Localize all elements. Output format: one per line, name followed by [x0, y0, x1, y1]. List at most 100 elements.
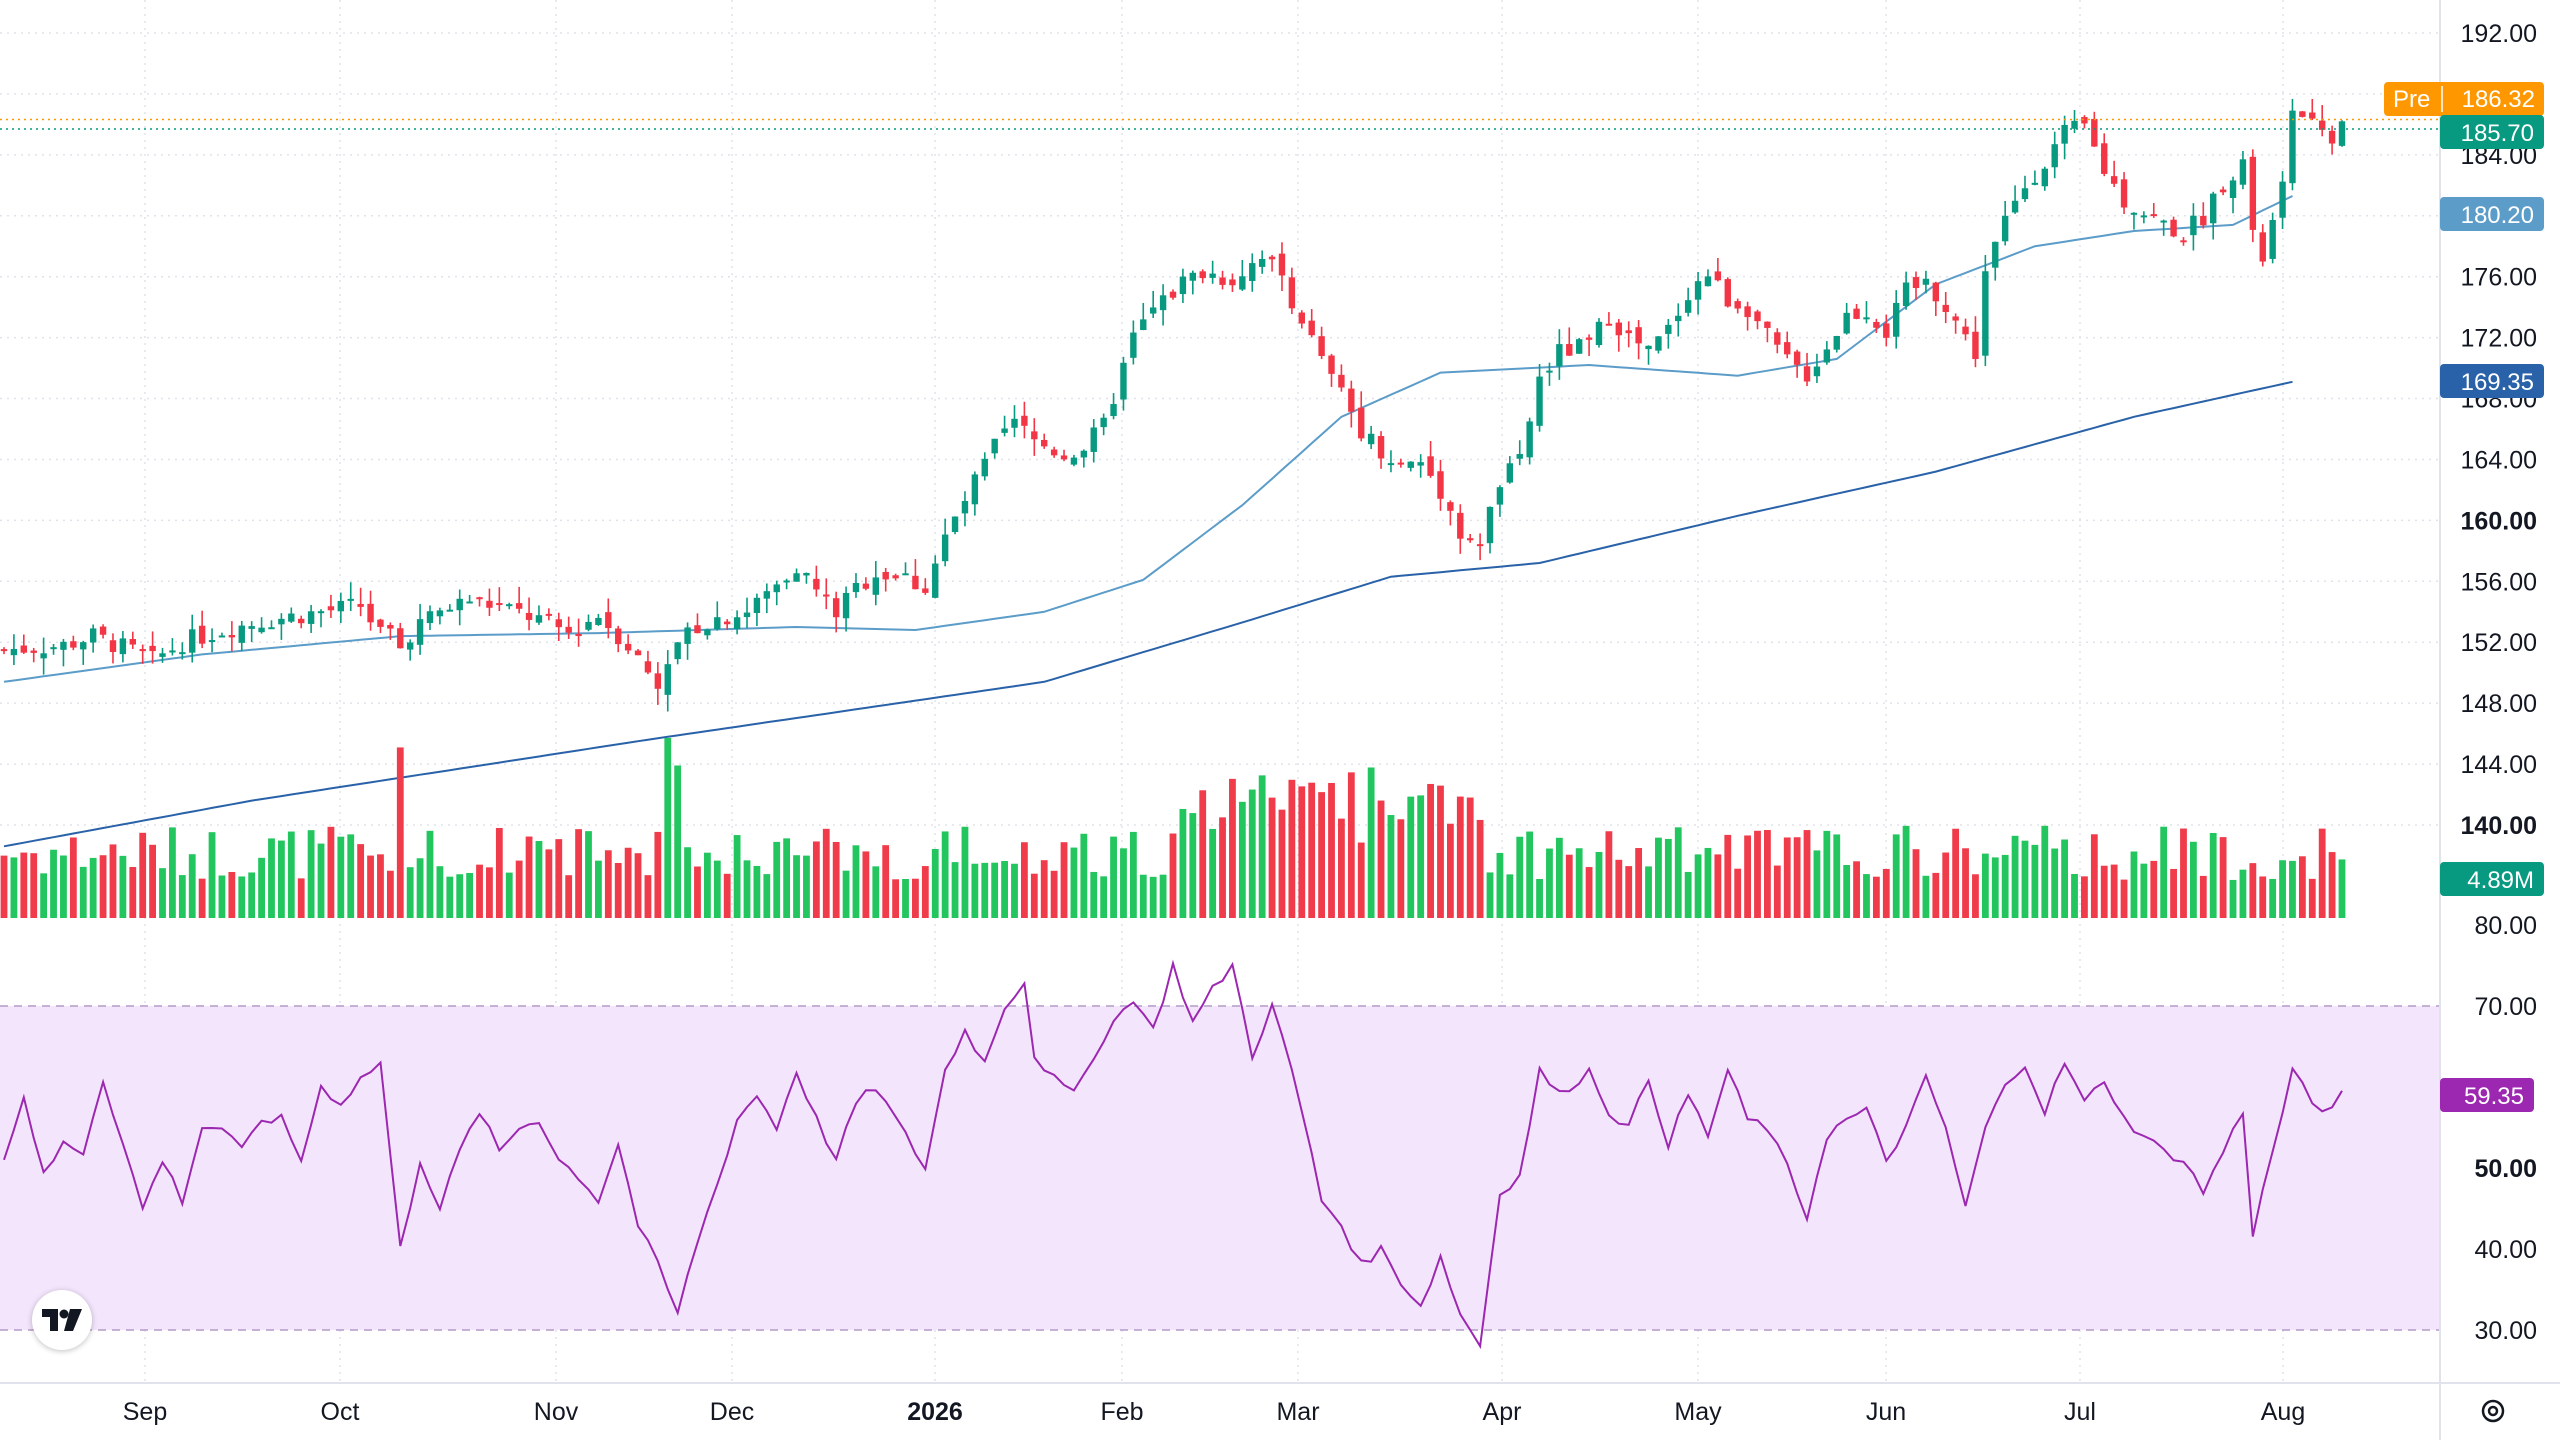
- rsi-axis[interactable]: 70.00 50.00 40.00 30.00: [2474, 993, 2537, 1345]
- candle: [1367, 425, 1375, 450]
- volume-bar: [1922, 875, 1930, 918]
- candle: [991, 438, 998, 459]
- volume-bar: [822, 828, 830, 918]
- volume-bar: [1952, 828, 1960, 918]
- price-reference-lines: [0, 118, 2440, 130]
- candle: [832, 591, 840, 633]
- candle: [1239, 260, 1246, 291]
- volume-bar: [79, 866, 87, 918]
- volume-bar: [268, 838, 275, 918]
- candle: [1526, 417, 1533, 465]
- volume-bar: [1981, 853, 1989, 918]
- tradingview-logo-icon[interactable]: [32, 1290, 92, 1350]
- candle: [2229, 176, 2237, 214]
- volume-bar: [624, 847, 632, 918]
- candle: [1070, 454, 1078, 467]
- volume-bar: [1001, 861, 1008, 918]
- volume-bar: [545, 849, 553, 918]
- candle: [1566, 327, 1573, 356]
- volume-bar: [892, 879, 900, 918]
- candle: [1447, 500, 1454, 526]
- candle: [1595, 318, 1603, 348]
- rsi-tick-label: 70.00: [2474, 993, 2537, 1021]
- candle: [763, 583, 771, 614]
- volume-bar: [595, 860, 602, 918]
- volume-bar: [912, 878, 919, 918]
- candle: [624, 634, 632, 655]
- candle: [793, 568, 800, 582]
- candle: [1922, 270, 1930, 294]
- volume-bar: [1417, 795, 1425, 918]
- volume-bar: [1338, 818, 1345, 918]
- candle: [971, 471, 979, 516]
- volume-bar: [644, 875, 652, 918]
- volume-bar: [1833, 834, 1841, 918]
- price-tick-label: 172.00: [2461, 325, 2537, 353]
- volume-bar: [694, 866, 701, 918]
- volume-bar: [2150, 860, 2158, 918]
- candle: [862, 577, 870, 591]
- candle: [2249, 149, 2257, 243]
- volume-bar: [2031, 844, 2039, 918]
- volume-bar: [872, 866, 880, 918]
- candle: [2031, 170, 2039, 186]
- volume-bar: [1357, 842, 1365, 918]
- candle: [1625, 321, 1632, 348]
- candle: [1585, 334, 1593, 356]
- candle: [1784, 331, 1791, 359]
- candle: [852, 573, 860, 598]
- volume-bar: [674, 765, 682, 918]
- candle: [298, 615, 305, 629]
- svg-text:169.35: 169.35: [2461, 369, 2534, 396]
- candle: [595, 613, 602, 626]
- volume-bar: [2001, 854, 2009, 918]
- candle: [1536, 363, 1543, 432]
- volume-bar: [565, 875, 573, 918]
- candle: [436, 607, 444, 625]
- volume-bar: [812, 841, 820, 918]
- candle: [1090, 419, 1097, 463]
- volume-bar: [991, 862, 999, 918]
- candle: [1863, 301, 1870, 324]
- volume-bar: [2199, 875, 2207, 918]
- volume-bar: [1476, 819, 1484, 918]
- candle: [2120, 172, 2128, 215]
- time-tick-label: 2026: [907, 1398, 963, 1426]
- volume-bar: [1575, 848, 1583, 918]
- candle: [1288, 267, 1296, 315]
- volume-bar: [1427, 783, 1434, 918]
- candle: [1942, 292, 1949, 324]
- volume-bar: [525, 836, 533, 918]
- candle: [1803, 352, 1811, 387]
- candle: [2299, 111, 2306, 118]
- candle: [733, 610, 741, 635]
- candle: [1873, 318, 1880, 333]
- candle: [327, 594, 335, 618]
- candle: [337, 592, 345, 624]
- candle: [2279, 171, 2286, 230]
- volume-bar: [1377, 800, 1385, 918]
- volume-bar: [941, 831, 949, 918]
- svg-text:185.70: 185.70: [2461, 120, 2534, 147]
- volume-bar: [277, 840, 285, 918]
- candle: [1992, 241, 1999, 281]
- volume-scale-label: 80.00: [2474, 912, 2537, 940]
- candle: [1417, 454, 1424, 478]
- time-axis[interactable]: Sep Oct Nov Dec 2026 Feb Mar Apr May Jun Jul Aug: [123, 1398, 2305, 1426]
- volume-bar: [2180, 828, 2187, 918]
- candle: [1209, 260, 1216, 284]
- volume-bar: [1199, 790, 1207, 918]
- volume-bar: [466, 873, 474, 918]
- volume-bar: [1110, 836, 1117, 918]
- gear-icon[interactable]: [2478, 1396, 2508, 1426]
- volume-bar: [1149, 876, 1157, 918]
- volume-bar: [931, 848, 939, 918]
- volume-bar: [159, 868, 166, 918]
- candle: [1833, 335, 1840, 353]
- volume-bar: [1892, 834, 1900, 918]
- ma-200-tag: 169.35: [2440, 364, 2544, 398]
- candle: [1169, 289, 1177, 300]
- volume-bar: [2041, 825, 2049, 918]
- candle: [1734, 298, 1741, 314]
